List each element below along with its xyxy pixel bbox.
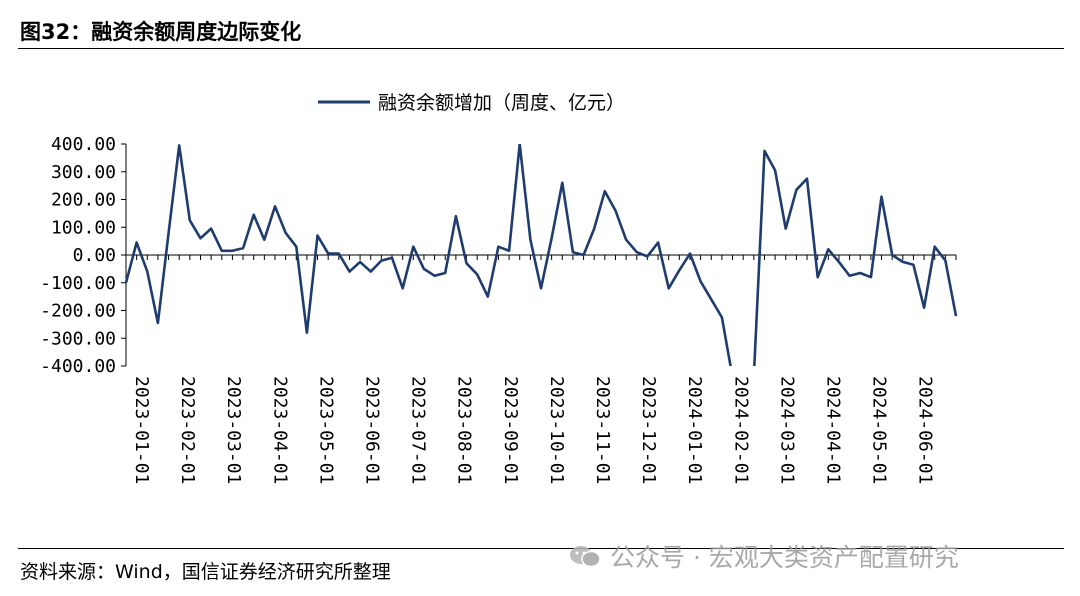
x-tick-label: 2023-05-01 bbox=[315, 376, 336, 484]
x-tick-label: 2023-02-01 bbox=[177, 376, 198, 484]
x-tick-label: 2024-06-01 bbox=[915, 376, 936, 484]
x-tick-label: 2023-06-01 bbox=[362, 376, 383, 484]
x-tick-label: 2023-11-01 bbox=[592, 376, 613, 484]
y-tick-label: 100.00 bbox=[51, 217, 116, 238]
x-tick-label: 2024-02-01 bbox=[730, 376, 751, 484]
y-tick-label: -400.00 bbox=[40, 356, 116, 377]
y-tick-label: -100.00 bbox=[40, 273, 116, 294]
x-tick-label: 2023-08-01 bbox=[454, 376, 475, 484]
series-line bbox=[124, 144, 958, 366]
y-tick-label: 0.00 bbox=[73, 245, 116, 266]
x-tick-label: 2024-04-01 bbox=[823, 376, 844, 484]
x-tick-label: 2023-10-01 bbox=[546, 376, 567, 484]
figure-title: 图32：融资余额周度边际变化 bbox=[20, 20, 302, 44]
x-tick-label: 2023-09-01 bbox=[500, 376, 521, 484]
y-tick-label: 400.00 bbox=[51, 134, 116, 155]
x-tick-label: 2023-03-01 bbox=[223, 376, 244, 484]
y-axis: 400.00 300.00 200.00 100.00 0.00 -100.00 -200.… bbox=[40, 134, 127, 377]
y-tick-label: -300.00 bbox=[40, 328, 116, 349]
watermark: 公众号 · 宏观大类资产配置研究 bbox=[568, 538, 959, 574]
source-note: 资料来源：Wind，国信证券经济研究所整理 bbox=[20, 561, 391, 583]
legend-label: 融资余额增加（周度、亿元） bbox=[378, 92, 625, 114]
watermark-text: 公众号 · 宏观大类资产配置研究 bbox=[610, 543, 959, 572]
plot-area bbox=[124, 144, 958, 366]
y-tick-label: 200.00 bbox=[51, 190, 116, 211]
title-rule bbox=[18, 48, 1064, 49]
wechat-icon bbox=[570, 546, 601, 568]
x-tick-label: 2023-07-01 bbox=[408, 376, 429, 484]
x-tick-label: 2024-01-01 bbox=[684, 376, 705, 484]
x-tick-label: 2023-12-01 bbox=[638, 376, 659, 484]
x-tick-label: 2023-01-01 bbox=[131, 376, 152, 484]
y-tick-label: -200.00 bbox=[40, 301, 116, 322]
chart-legend: 融资余额增加（周度、亿元） bbox=[318, 92, 625, 114]
x-tick-label: 2024-03-01 bbox=[776, 376, 797, 484]
line-chart: 融资余额增加（周度、亿元） 400.00 300.00 200.00 100.00 0.… bbox=[40, 92, 958, 484]
x-tick-label: 2024-05-01 bbox=[869, 376, 890, 484]
x-tick-label: 2023-04-01 bbox=[269, 376, 290, 484]
footer-rule bbox=[18, 548, 1064, 549]
x-axis: 2023-01-01 2023-02-01 2023-03-01 2023-04-01… bbox=[125, 254, 957, 484]
y-tick-label: 300.00 bbox=[51, 162, 116, 183]
